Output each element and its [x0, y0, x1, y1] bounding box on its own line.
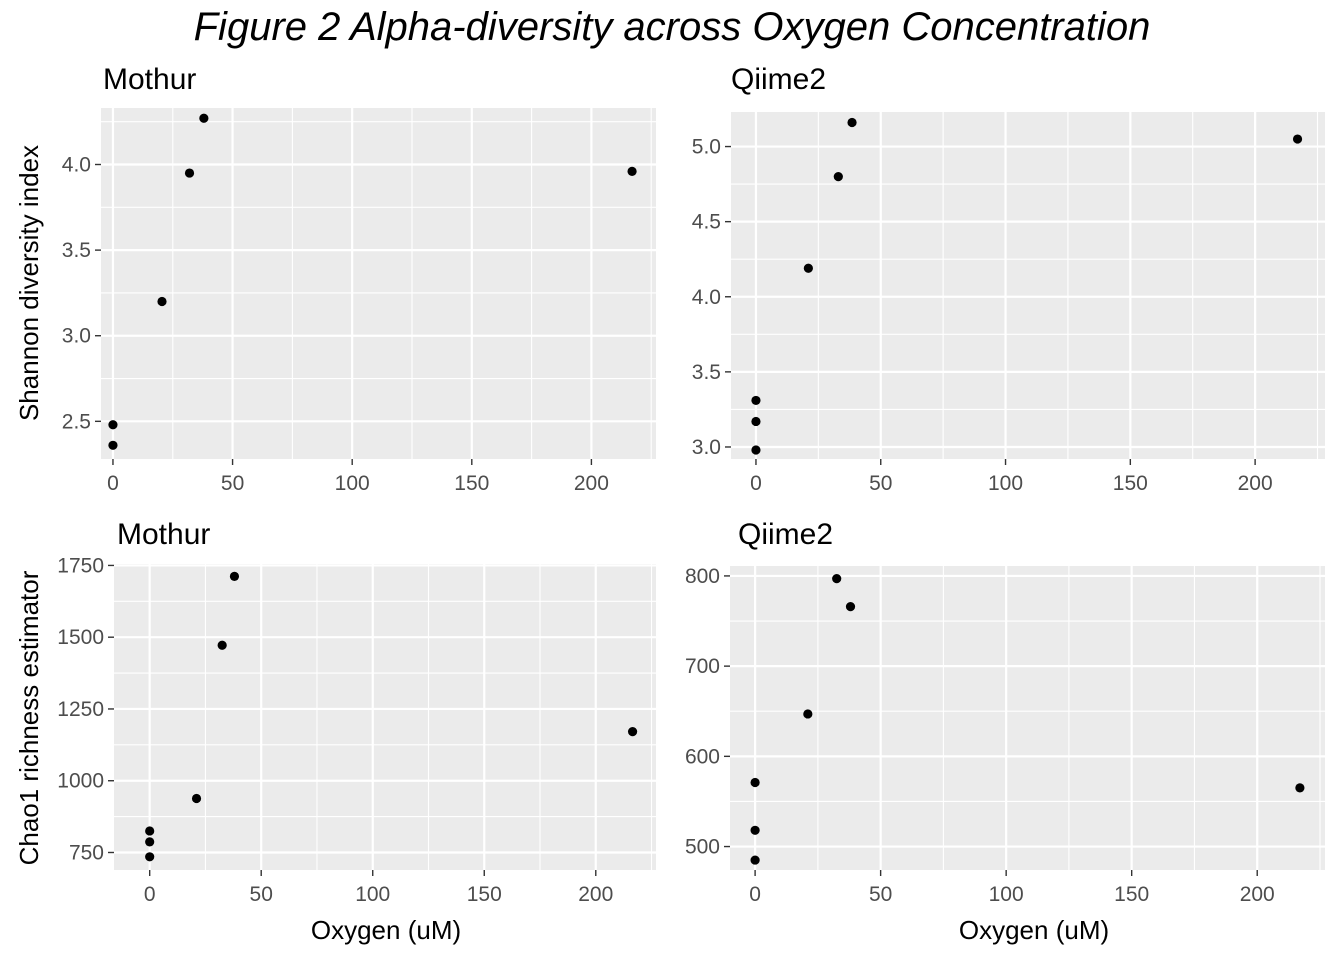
- y-tick-label: 800: [685, 565, 720, 588]
- x-tick-label: 150: [1113, 472, 1148, 495]
- data-point: [217, 640, 227, 650]
- y-tick-label: 1000: [57, 770, 104, 793]
- data-point: [199, 113, 209, 123]
- data-point: [832, 574, 842, 584]
- y-tick-label: 4.5: [692, 211, 721, 234]
- panel-title-bottom-right: Qiime2: [738, 518, 834, 551]
- data-point: [803, 709, 813, 719]
- panel-background: [731, 112, 1325, 459]
- y-tick-label: 3.5: [692, 361, 721, 384]
- x-tick-label: 0: [750, 472, 762, 495]
- data-point: [750, 825, 760, 835]
- panel-qiime2-chao1: 0 50 100 150 200 500 600 700 800: [685, 565, 1325, 906]
- panel-background: [114, 564, 656, 870]
- data-point: [847, 117, 857, 128]
- data-point: [833, 171, 843, 182]
- panel-mothur-shannon: 0 50 100 150 200 2.5 3.0 3.5 4.0: [62, 108, 656, 495]
- data-point: [145, 852, 155, 862]
- x-tick-label: 100: [335, 472, 370, 495]
- x-tick-label: 50: [869, 472, 892, 495]
- y-tick-label: 500: [685, 836, 720, 859]
- data-point: [751, 395, 761, 406]
- x-tick-label: 200: [1238, 472, 1273, 495]
- x-tick-label: 0: [749, 883, 761, 906]
- data-point: [108, 420, 118, 430]
- x-tick-label: 50: [221, 472, 244, 495]
- x-tick-label: 150: [467, 883, 502, 906]
- x-tick-label: 0: [144, 883, 156, 906]
- panel-background: [101, 108, 656, 459]
- data-point: [627, 727, 638, 737]
- data-point: [803, 263, 813, 273]
- data-point: [627, 166, 637, 176]
- data-point: [751, 445, 761, 455]
- data-point: [845, 601, 856, 612]
- x-axis-label-left: Oxygen (uM): [310, 915, 462, 945]
- x-tick-label: 200: [578, 883, 613, 906]
- y-tick-label: 750: [69, 841, 104, 864]
- panel-title-top-left: Mothur: [103, 63, 197, 96]
- x-tick-label: 200: [574, 472, 609, 495]
- figure-title: Figure 2 Alpha-diversity across Oxygen C…: [193, 5, 1151, 49]
- x-tick-label: 200: [1240, 883, 1275, 906]
- y-tick-label: 1500: [57, 626, 104, 649]
- data-point: [750, 777, 760, 788]
- y-tick-label: 5.0: [692, 136, 721, 159]
- panel-background: [730, 566, 1325, 870]
- panel-mothur-chao1: 0 50 100 150 200 750 1000 1250 1500 1750: [57, 554, 656, 906]
- data-point: [145, 826, 155, 836]
- x-tick-label: 150: [1114, 883, 1149, 906]
- x-tick-label: 0: [107, 472, 119, 495]
- x-tick-label: 100: [988, 472, 1023, 495]
- x-tick-label: 100: [989, 883, 1024, 906]
- x-tick-label: 50: [250, 883, 273, 906]
- data-point: [750, 855, 760, 865]
- y-tick-label: 3.0: [692, 436, 721, 459]
- y-tick-label: 1750: [57, 554, 104, 577]
- data-point: [191, 793, 202, 804]
- data-point: [229, 571, 240, 581]
- panel-title-bottom-left: Mothur: [117, 518, 211, 551]
- data-point: [184, 168, 195, 178]
- y-tick-label: 1250: [57, 698, 104, 721]
- data-point: [145, 837, 155, 847]
- x-tick-label: 100: [355, 883, 390, 906]
- x-tick-label: 150: [454, 472, 489, 495]
- x-tick-label: 50: [869, 883, 892, 906]
- y-tick-label: 3.5: [62, 239, 91, 262]
- y-tick-label: 4.0: [692, 286, 721, 309]
- panel-title-top-right: Qiime2: [731, 63, 827, 96]
- data-point: [1292, 134, 1303, 144]
- y-tick-label: 3.0: [62, 325, 91, 348]
- data-point: [751, 416, 761, 427]
- y-tick-label: 4.0: [62, 154, 91, 177]
- data-point: [108, 440, 118, 450]
- panel-qiime2-shannon: 0 50 100 150 200 3.0 3.5 4.0 4.5 5.0: [692, 112, 1325, 495]
- y-tick-label: 700: [685, 655, 720, 678]
- data-point: [157, 296, 167, 307]
- data-point: [1295, 783, 1305, 793]
- y-tick-label: 600: [685, 745, 720, 768]
- y-tick-label: 2.5: [62, 410, 91, 433]
- x-axis-label-right: Oxygen (uM): [958, 915, 1110, 945]
